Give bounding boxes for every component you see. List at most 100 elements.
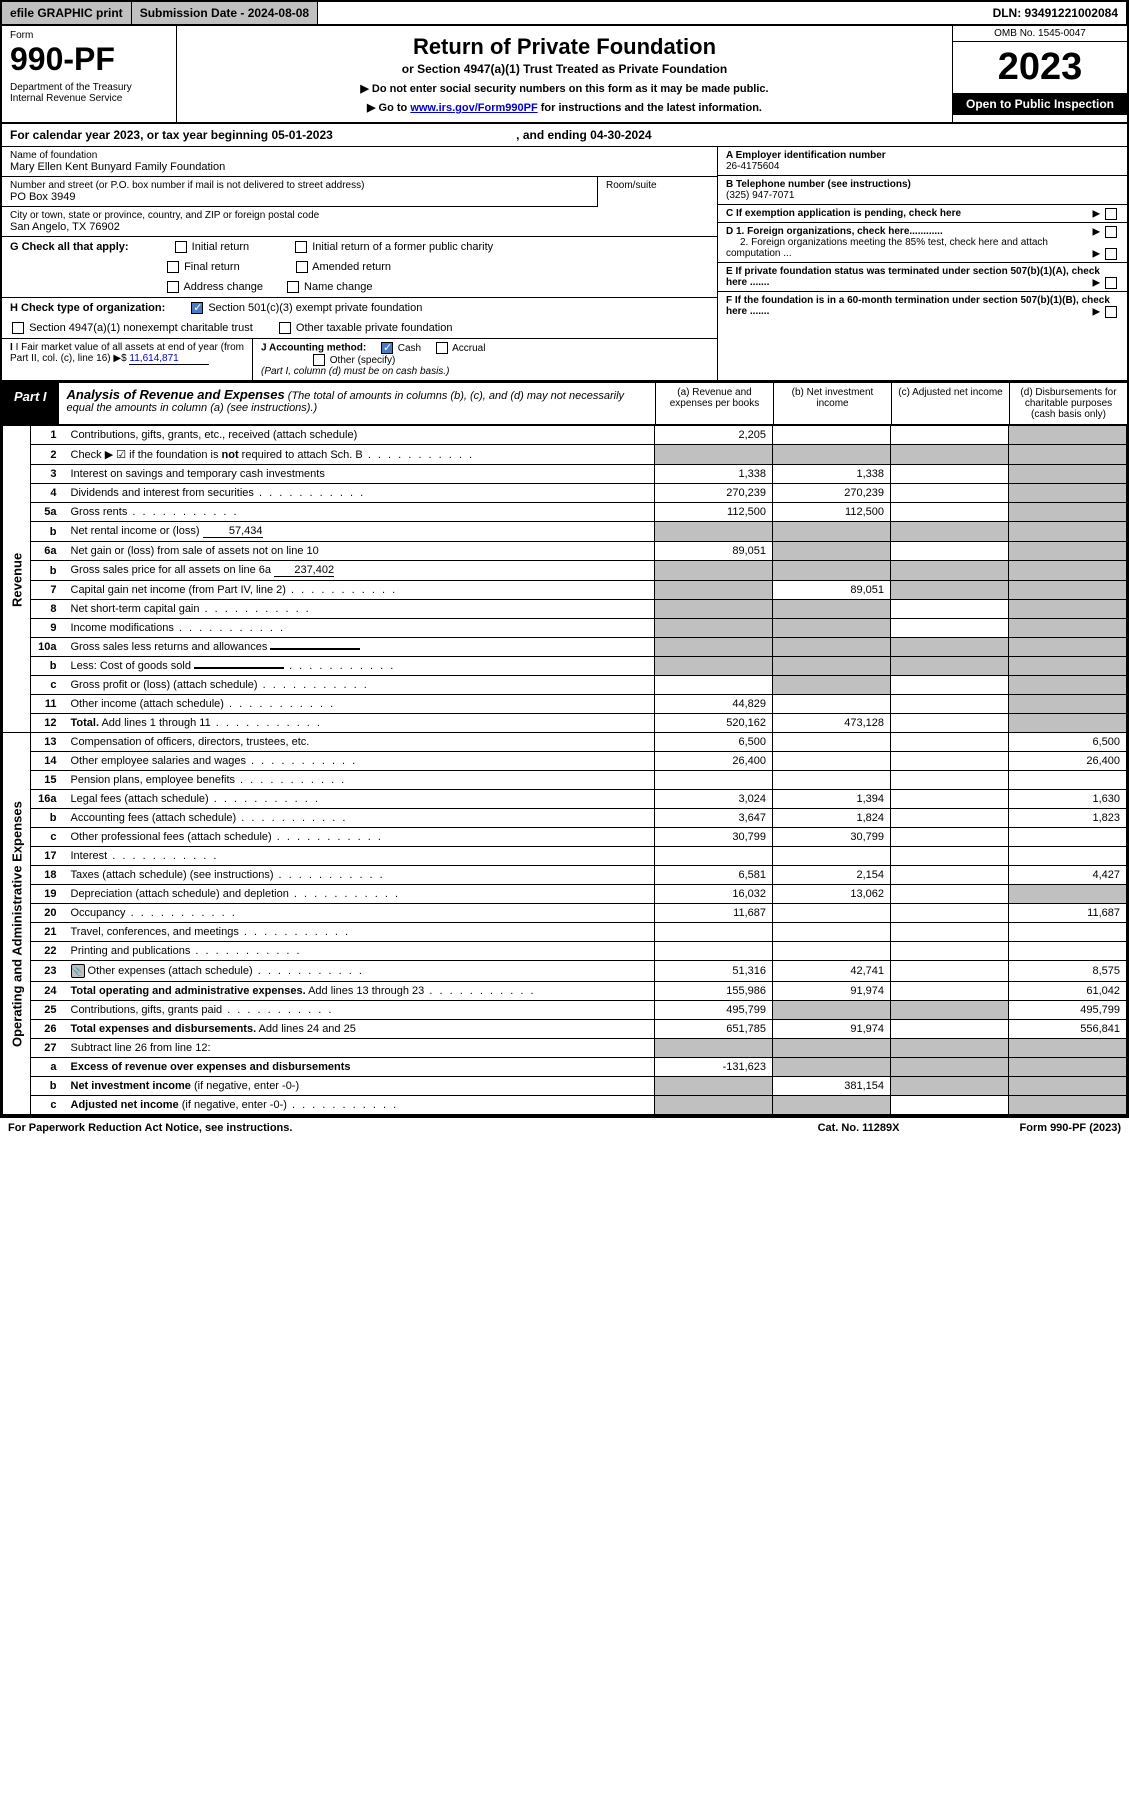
amt-c: [891, 752, 1009, 771]
amt-b: [773, 733, 891, 752]
cb-amended[interactable]: [296, 261, 308, 273]
line-number: 10a: [31, 638, 65, 657]
amt-d: [1009, 638, 1127, 657]
line-desc: Income modifications: [65, 619, 655, 638]
addr-label: Number and street (or P.O. box number if…: [10, 180, 589, 191]
amt-d: [1009, 657, 1127, 676]
line-desc: Other income (attach schedule): [65, 695, 655, 714]
form-label: Form: [10, 30, 168, 41]
efile-label: efile GRAPHIC print: [2, 2, 132, 24]
line-desc: Interest: [65, 847, 655, 866]
amt-b: 91,974: [773, 982, 891, 1001]
cb-501c3[interactable]: [191, 302, 203, 314]
cb-e[interactable]: [1105, 277, 1117, 289]
amt-b: 91,974: [773, 1020, 891, 1039]
col-d-header: (d) Disbursements for charitable purpose…: [1009, 383, 1127, 424]
line-desc: Depreciation (attach schedule) and deple…: [65, 885, 655, 904]
amt-c: [891, 676, 1009, 695]
amt-c: [891, 1058, 1009, 1077]
amt-a: [655, 600, 773, 619]
cb-other-tax[interactable]: [279, 322, 291, 334]
amt-a: [655, 1096, 773, 1115]
amt-c: [891, 465, 1009, 484]
cb-f[interactable]: [1105, 306, 1117, 318]
line-desc: Other professional fees (attach schedule…: [65, 828, 655, 847]
col-c-header: (c) Adjusted net income: [891, 383, 1009, 424]
amt-c: [891, 961, 1009, 982]
cb-initial-former[interactable]: [295, 241, 307, 253]
amt-c: [891, 923, 1009, 942]
cb-cash[interactable]: [381, 342, 393, 354]
cb-accrual[interactable]: [436, 342, 448, 354]
amt-b: [773, 657, 891, 676]
amt-b: [773, 619, 891, 638]
amt-b: 381,154: [773, 1077, 891, 1096]
attach-icon[interactable]: 📎: [71, 964, 85, 978]
cb-final[interactable]: [167, 261, 179, 273]
part1-header: Part I Analysis of Revenue and Expenses …: [2, 381, 1127, 425]
cb-name[interactable]: [287, 281, 299, 293]
line-number: 11: [31, 695, 65, 714]
form-link[interactable]: www.irs.gov/Form990PF: [410, 102, 537, 114]
amt-d: [1009, 847, 1127, 866]
amt-b: [773, 542, 891, 561]
header-note1: ▶ Do not enter social security numbers o…: [185, 82, 944, 95]
cb-initial[interactable]: [175, 241, 187, 253]
amt-d: [1009, 1058, 1127, 1077]
line-number: 14: [31, 752, 65, 771]
header-center: Return of Private Foundation or Section …: [177, 26, 952, 122]
amt-d: [1009, 771, 1127, 790]
col-b-header: (b) Net investment income: [773, 383, 891, 424]
amt-d: 6,500: [1009, 733, 1127, 752]
cb-d2[interactable]: [1105, 248, 1117, 260]
line-number: 12: [31, 714, 65, 733]
amt-c: [891, 542, 1009, 561]
amt-b: [773, 638, 891, 657]
line-number: 5a: [31, 503, 65, 522]
line-number: b: [31, 561, 65, 581]
line-desc: Excess of revenue over expenses and disb…: [65, 1058, 655, 1077]
line-number: 20: [31, 904, 65, 923]
cb-other-method[interactable]: [313, 354, 325, 366]
amt-d: 1,823: [1009, 809, 1127, 828]
line-number: 2: [31, 445, 65, 465]
line-desc: Subtract line 26 from line 12:: [65, 1039, 655, 1058]
line-number: b: [31, 809, 65, 828]
line-number: 27: [31, 1039, 65, 1058]
cb-c[interactable]: [1105, 208, 1117, 220]
f-label: F If the foundation is in a 60-month ter…: [726, 295, 1110, 317]
cb-d1[interactable]: [1105, 226, 1117, 238]
line-number: 13: [31, 733, 65, 752]
e-label: E If private foundation status was termi…: [726, 266, 1100, 288]
amt-a: 30,799: [655, 828, 773, 847]
amt-c: [891, 1020, 1009, 1039]
amt-c: [891, 484, 1009, 503]
amt-a: [655, 657, 773, 676]
amt-c: [891, 619, 1009, 638]
amt-b: 1,338: [773, 465, 891, 484]
line-desc: Printing and publications: [65, 942, 655, 961]
line-number: 16a: [31, 790, 65, 809]
cb-address[interactable]: [167, 281, 179, 293]
amt-c: [891, 828, 1009, 847]
amt-d: [1009, 942, 1127, 961]
amt-b: [773, 600, 891, 619]
amt-b: 30,799: [773, 828, 891, 847]
cb-4947[interactable]: [12, 322, 24, 334]
main-table: Revenue1Contributions, gifts, grants, et…: [2, 425, 1127, 1115]
line-desc: Other employee salaries and wages: [65, 752, 655, 771]
city-label: City or town, state or province, country…: [10, 210, 709, 221]
amt-b: 89,051: [773, 581, 891, 600]
name-label: Name of foundation: [10, 150, 709, 161]
amt-d: 1,630: [1009, 790, 1127, 809]
amt-d: [1009, 695, 1127, 714]
amt-a: 44,829: [655, 695, 773, 714]
city-value: San Angelo, TX 76902: [10, 221, 709, 233]
line-number: 8: [31, 600, 65, 619]
line-desc: 📎 Other expenses (attach schedule): [65, 961, 655, 982]
amt-c: [891, 809, 1009, 828]
room-label: Room/suite: [606, 180, 709, 191]
calendar-year-row: For calendar year 2023, or tax year begi…: [2, 124, 1127, 147]
amt-b: [773, 942, 891, 961]
amt-a: 89,051: [655, 542, 773, 561]
